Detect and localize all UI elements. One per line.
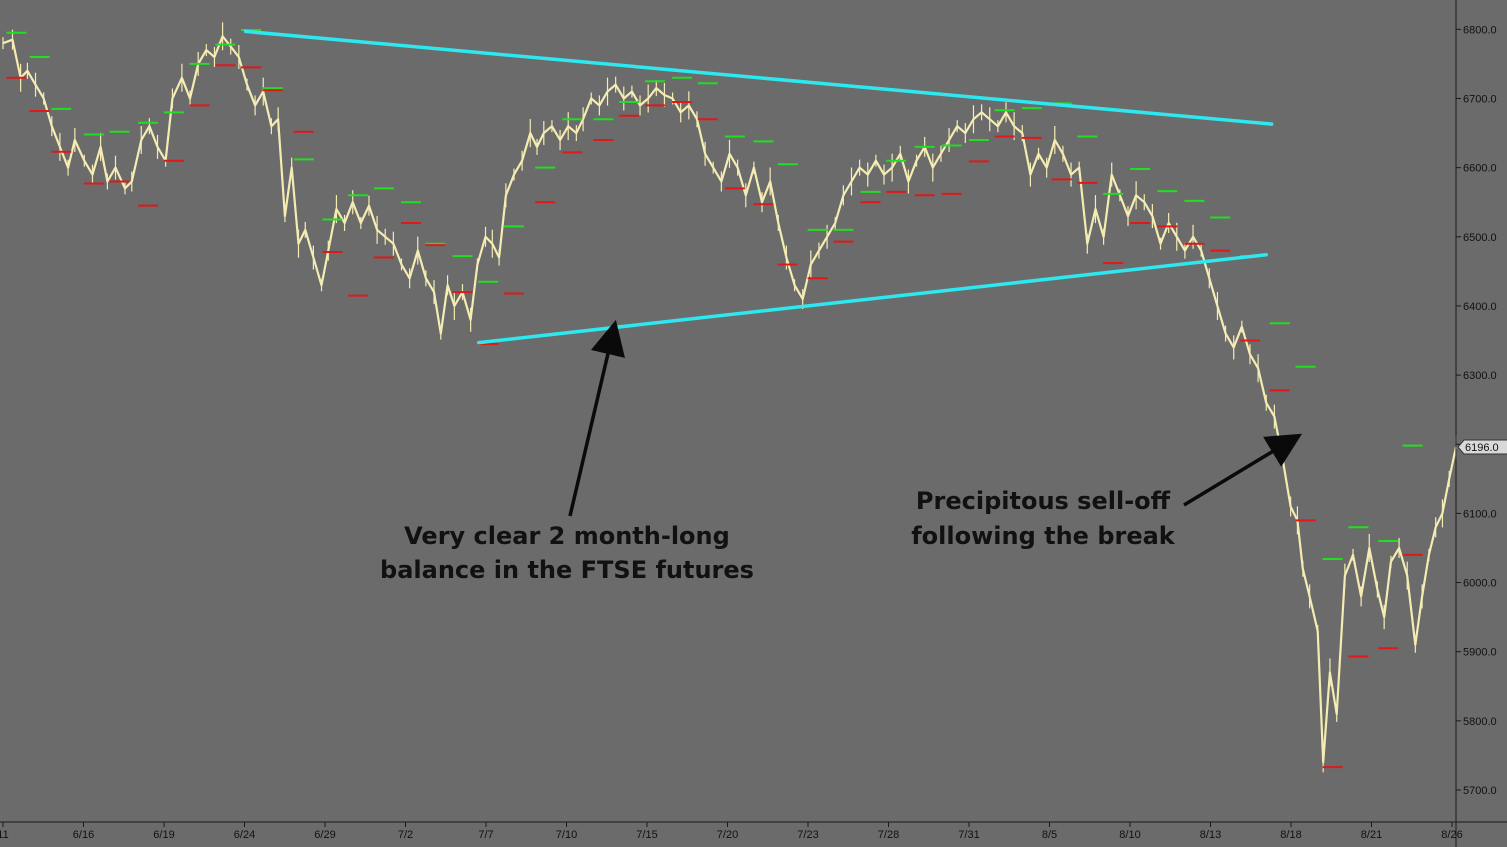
x-tick-label: 11 (0, 829, 9, 841)
annotation-text: Precipitous sell-off (916, 487, 1171, 515)
y-tick-label: 6700.0 (1463, 94, 1497, 106)
y-tick-label: 5800.0 (1463, 716, 1497, 728)
x-tick-label: 8/26 (1441, 829, 1462, 841)
current-price-label: 6196.0 (1465, 442, 1499, 454)
x-tick-label: 7/31 (958, 829, 979, 841)
annotation-arrow (568, 319, 625, 517)
y-tick-label: 6300.0 (1463, 370, 1497, 382)
y-tick-label: 5900.0 (1463, 647, 1497, 659)
daily-levels-layer (6, 29, 1423, 769)
annotation-arrow (1183, 433, 1303, 507)
x-tick-label: 7/23 (797, 829, 818, 841)
y-tick-label: 5700.0 (1463, 785, 1497, 797)
y-tick-label: 6400.0 (1463, 301, 1497, 313)
x-tick-label: 7/20 (717, 829, 738, 841)
upper-trendline (243, 29, 1274, 126)
x-tick-label: 6/24 (234, 829, 255, 841)
x-tick-label: 8/18 (1280, 829, 1301, 841)
x-tick-label: 6/16 (73, 829, 94, 841)
x-tick-label: 8/10 (1119, 829, 1140, 841)
y-tick-label: 6600.0 (1463, 163, 1497, 175)
current-price-box (1457, 439, 1507, 455)
y-tick-label: 6000.0 (1463, 578, 1497, 590)
x-tick-label: 8/13 (1200, 829, 1221, 841)
x-tick-label: 8/5 (1042, 829, 1057, 841)
annotation-text: balance in the FTSE futures (380, 556, 754, 584)
x-tick-label: 7/15 (636, 829, 657, 841)
x-tick-label: 7/10 (556, 829, 577, 841)
x-tick-label: 7/2 (398, 829, 413, 841)
x-tick-label: 6/29 (314, 829, 335, 841)
annotation-text: Very clear 2 month-long (404, 522, 730, 550)
x-tick-label: 7/7 (478, 829, 493, 841)
annotation-text: following the break (911, 522, 1176, 550)
x-tick-label: 8/21 (1361, 829, 1382, 841)
y-tick-label: 6800.0 (1463, 24, 1497, 36)
annotation-layer: Very clear 2 month-long balance in the FT… (380, 319, 1303, 584)
x-tick-label: 6/19 (153, 829, 174, 841)
plot-background (0, 0, 1456, 822)
y-tick-label: 6500.0 (1463, 232, 1497, 244)
x-tick-label: 7/28 (878, 829, 899, 841)
y-tick-label: 6100.0 (1463, 508, 1497, 520)
price-series-layer (2, 22, 1458, 773)
